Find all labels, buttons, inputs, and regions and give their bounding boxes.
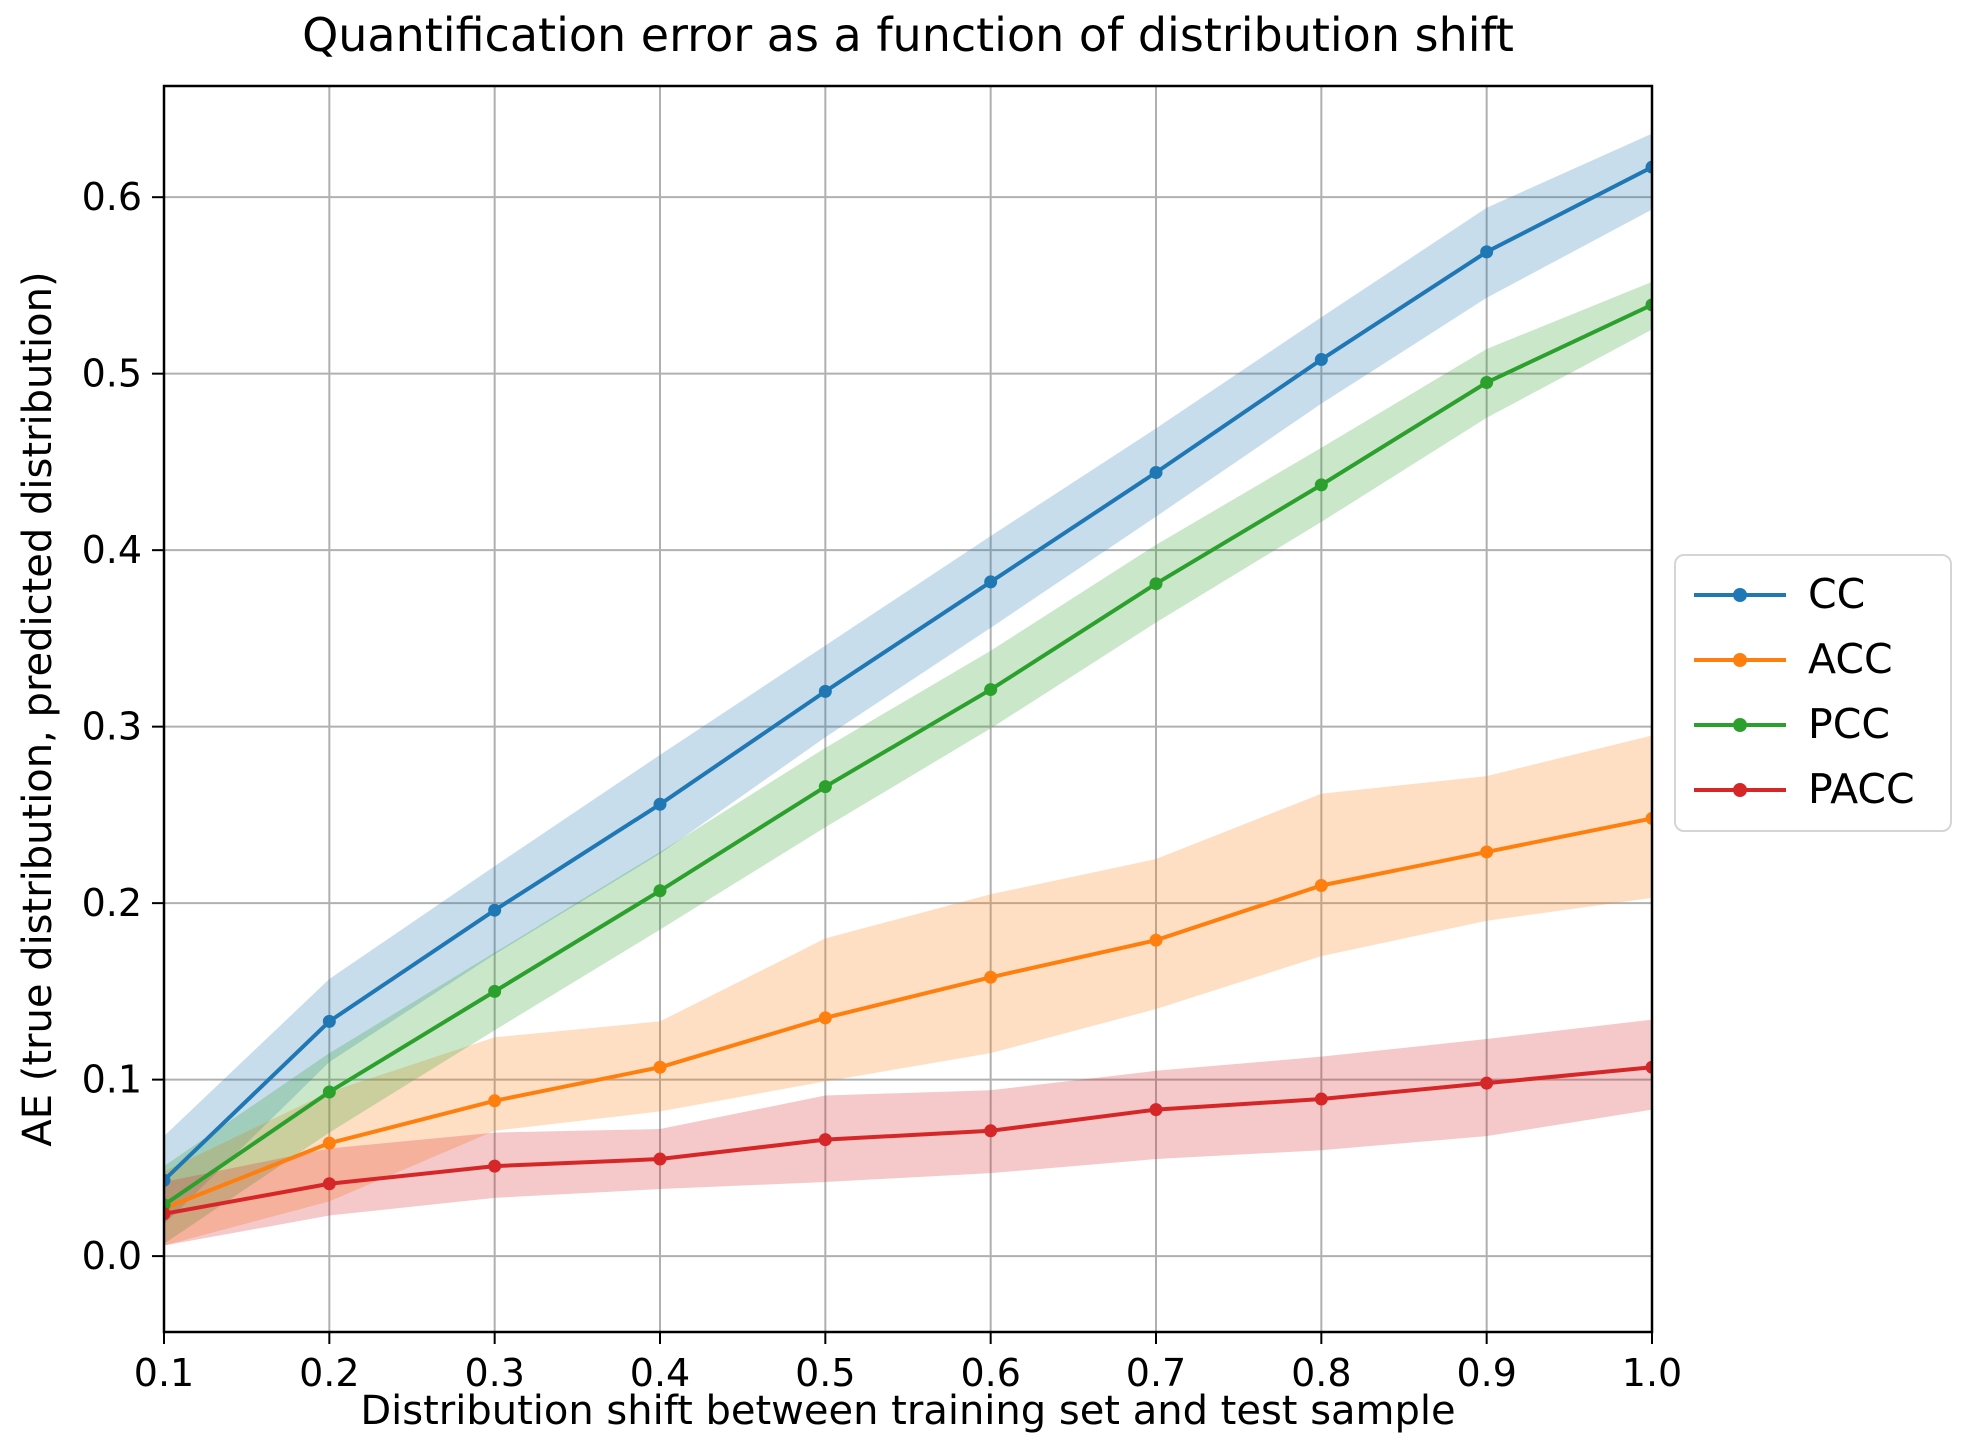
- band-pcc: [164, 281, 1652, 1244]
- band-pacc: [164, 1019, 1652, 1246]
- line-pcc: [164, 303, 1652, 1207]
- x-tick-label-0.5: 0.5: [795, 1351, 855, 1395]
- x-tick-label-0.9: 0.9: [1456, 1351, 1516, 1395]
- marker-pacc-0.9: [1480, 1076, 1494, 1090]
- marker-pcc-0.6: [984, 683, 998, 697]
- axes-background: [164, 86, 1652, 1332]
- legend-label-pcc: PCC: [1808, 700, 1890, 748]
- legend-label-pacc: PACC: [1808, 765, 1915, 813]
- line-cc: [164, 165, 1652, 1182]
- x-tick-label-0.4: 0.4: [630, 1351, 690, 1395]
- x-axis-label: Distribution shift between training set …: [360, 1388, 1456, 1434]
- marker-acc-0.9: [1480, 845, 1494, 859]
- marker-pcc-0.9: [1480, 375, 1494, 389]
- marker-pacc-0.3: [488, 1159, 502, 1173]
- marker-cc-0.1: [164, 1173, 171, 1187]
- y-tick-label-0.6: 0.6: [82, 175, 142, 219]
- legend-line-sample-acc: [1694, 652, 1786, 667]
- marker-cc-0.2: [322, 1014, 336, 1028]
- y-tick-label-0.4: 0.4: [82, 528, 142, 572]
- marker-pacc-0.7: [1149, 1103, 1163, 1117]
- marker-pacc-1.0: [1645, 1060, 1652, 1074]
- marker-cc-0.6: [984, 575, 998, 589]
- x-tick-label-0.3: 0.3: [464, 1351, 524, 1395]
- axes-spines: [162, 84, 1654, 1334]
- band-cc: [164, 133, 1652, 1225]
- legend-item-acc: ACC: [1692, 627, 1940, 692]
- marker-cc-0.3: [488, 903, 502, 917]
- x-tick-label-0.7: 0.7: [1126, 1351, 1186, 1395]
- marker-acc-1.0: [1645, 811, 1652, 825]
- marker-acc-0.4: [653, 1060, 667, 1074]
- y-tick-label-0.3: 0.3: [82, 705, 142, 749]
- legend-line-sample-cc: [1694, 587, 1786, 602]
- x-tick-label-0.2: 0.2: [299, 1351, 359, 1395]
- marker-acc-0.7: [1149, 933, 1163, 947]
- y-tick-label-0.1: 0.1: [82, 1058, 142, 1102]
- x-tick-label-0.6: 0.6: [960, 1351, 1020, 1395]
- legend-item-pcc: PCC: [1692, 692, 1940, 757]
- marker-pcc-0.7: [1149, 577, 1163, 591]
- marker-cc-0.9: [1480, 245, 1494, 259]
- y-axis-label: AE (true distribution, predicted distrib…: [15, 271, 61, 1147]
- marker-pacc-0.8: [1314, 1092, 1328, 1106]
- marker-pacc-0.5: [818, 1133, 832, 1147]
- marker-cc-0.5: [818, 684, 832, 698]
- x-tick-label-1.0: 1.0: [1622, 1351, 1682, 1395]
- legend-item-cc: CC: [1692, 562, 1940, 627]
- legend-label-acc: ACC: [1808, 635, 1893, 683]
- legend-item-pacc: PACC: [1692, 757, 1940, 822]
- band-acc: [164, 735, 1652, 1246]
- marker-pacc-0.2: [322, 1177, 336, 1191]
- legend-line-sample-pcc: [1694, 717, 1786, 732]
- marker-acc-0.3: [488, 1094, 502, 1108]
- legend: CC ACC PCC PACC: [1674, 554, 1952, 832]
- legend-line-sample-pacc: [1694, 782, 1786, 797]
- marker-pcc-0.3: [488, 984, 502, 998]
- marker-pcc-0.2: [322, 1085, 336, 1099]
- marker-pacc-0.6: [984, 1124, 998, 1138]
- x-tick-label-0.8: 0.8: [1291, 1351, 1351, 1395]
- marker-pacc-0.4: [653, 1152, 667, 1166]
- marker-pacc-0.1: [164, 1207, 171, 1221]
- marker-acc-0.2: [322, 1136, 336, 1150]
- marker-cc-0.4: [653, 797, 667, 811]
- marker-cc-1.0: [1645, 160, 1652, 174]
- y-tick-label-0.5: 0.5: [82, 352, 142, 396]
- marker-cc-0.7: [1149, 466, 1163, 480]
- x-tick-label-0.1: 0.1: [134, 1351, 194, 1395]
- line-pacc: [164, 1065, 1652, 1216]
- marker-acc-0.8: [1314, 878, 1328, 892]
- legend-label-cc: CC: [1808, 570, 1866, 618]
- y-tick-label-0.0: 0.0: [82, 1234, 142, 1278]
- chart-title: Quantification error as a function of di…: [302, 8, 1514, 62]
- marker-cc-0.8: [1314, 353, 1328, 367]
- marker-pcc-0.8: [1314, 478, 1328, 492]
- marker-pcc-0.5: [818, 780, 832, 794]
- marker-pcc-0.4: [653, 884, 667, 898]
- marker-pcc-1.0: [1645, 298, 1652, 312]
- y-tick-label-0.2: 0.2: [82, 881, 142, 925]
- marker-acc-0.5: [818, 1011, 832, 1025]
- marker-acc-0.6: [984, 970, 998, 984]
- line-acc: [164, 816, 1652, 1211]
